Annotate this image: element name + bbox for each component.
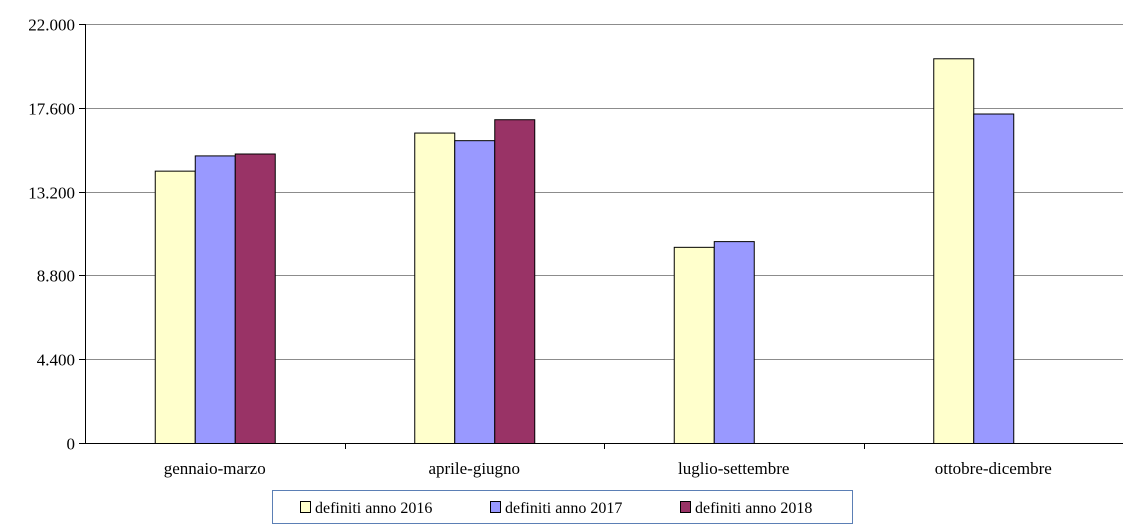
legend: definiti anno 2016 definiti anno 2017 defi… xyxy=(272,490,853,524)
legend-swatch-1 xyxy=(490,501,501,513)
y-tick-label-1: 4.400 xyxy=(37,351,75,370)
y-tick-label-0: 0 xyxy=(67,435,76,454)
bar-2-0 xyxy=(673,246,715,444)
y-tick-label-3: 13.200 xyxy=(28,184,75,203)
bar-1-2 xyxy=(494,119,536,445)
bar-3-1 xyxy=(973,113,1015,444)
y-tick-label-5: 22.000 xyxy=(28,16,75,35)
category-label-1: aprile-giugno xyxy=(428,459,520,478)
bar-2-1 xyxy=(713,241,755,444)
bar-0-2 xyxy=(234,153,276,444)
bar-1-0 xyxy=(414,132,456,445)
category-label-0: gennaio-marzo xyxy=(164,459,266,478)
bars xyxy=(154,58,1015,445)
y-tick-label-4: 17.600 xyxy=(28,100,75,119)
bar-0-1 xyxy=(194,155,236,444)
axes xyxy=(79,24,1123,449)
y-tick-labels: 0 4.400 8.800 13.200 17.600 22.000 xyxy=(28,16,75,454)
bar-3-0 xyxy=(933,58,975,444)
y-tick-label-2: 8.800 xyxy=(37,267,75,286)
bar-1-1 xyxy=(454,140,496,444)
category-labels: gennaio-marzo aprile-giugno luglio-settemb… xyxy=(164,459,1052,478)
legend-swatch-0 xyxy=(300,501,311,513)
category-label-2: luglio-settembre xyxy=(678,459,789,478)
legend-swatch-2 xyxy=(680,501,691,513)
bar-0-0 xyxy=(154,170,196,444)
legend-label-1: definiti anno 2017 xyxy=(505,500,622,517)
legend-label-2: definiti anno 2018 xyxy=(695,500,812,517)
legend-label-0: definiti anno 2016 xyxy=(315,500,432,517)
category-label-3: ottobre-dicembre xyxy=(935,459,1052,478)
